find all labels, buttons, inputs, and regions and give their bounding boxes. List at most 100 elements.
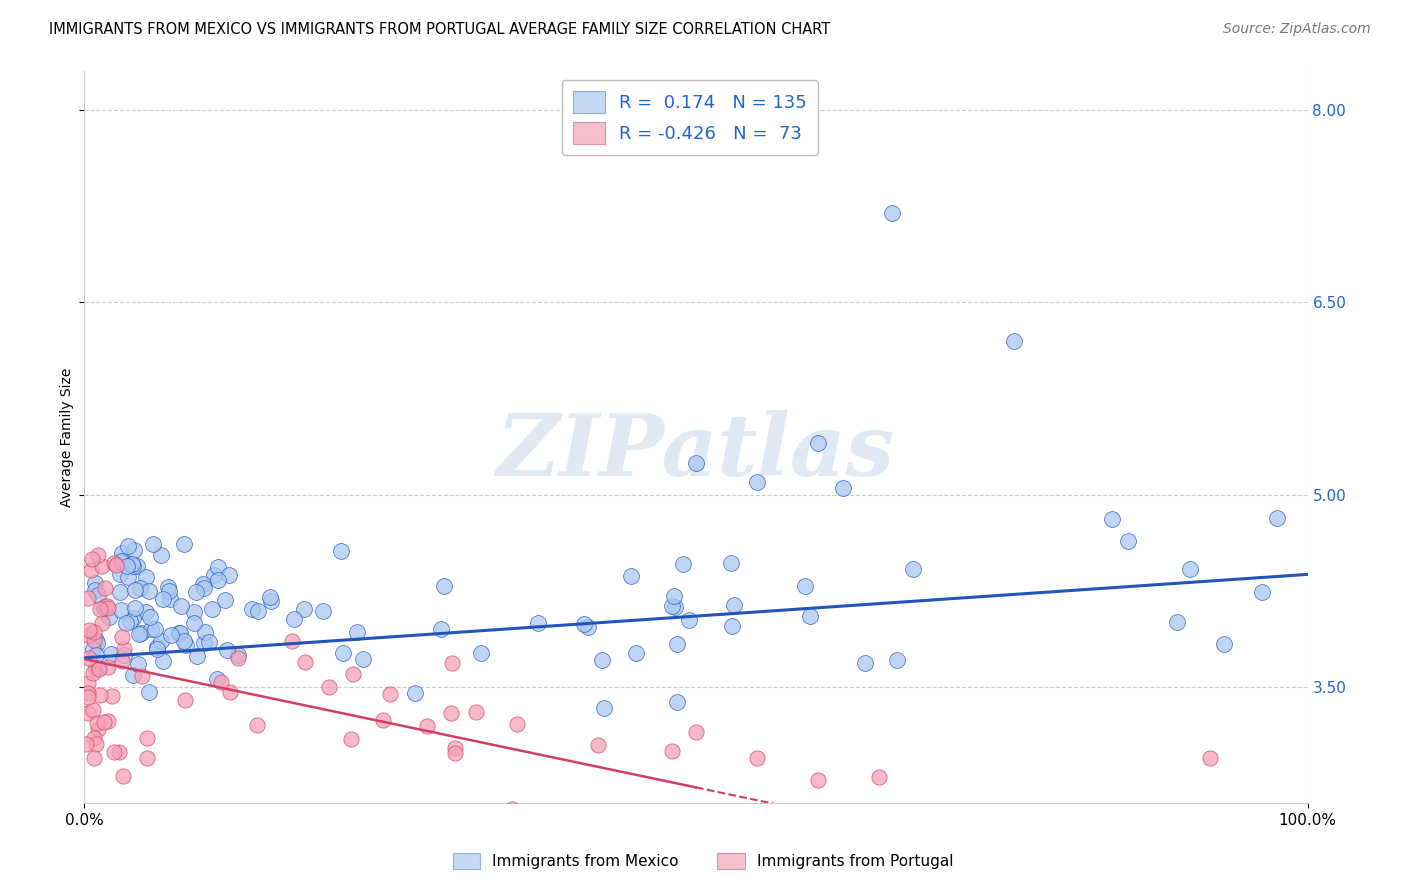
Point bbox=[193, 576, 215, 591]
Point bbox=[139, 610, 162, 624]
Point bbox=[76, 628, 98, 642]
Point bbox=[112, 642, 135, 657]
Point bbox=[112, 769, 135, 783]
Point bbox=[146, 640, 169, 654]
Point bbox=[574, 617, 596, 632]
Point bbox=[170, 599, 193, 613]
Point bbox=[143, 623, 166, 637]
Point bbox=[110, 546, 132, 560]
Point bbox=[226, 650, 249, 665]
Point bbox=[723, 598, 745, 612]
Point bbox=[82, 642, 104, 657]
Point bbox=[77, 686, 100, 700]
Point bbox=[198, 635, 221, 649]
Point bbox=[97, 600, 120, 615]
Point bbox=[146, 642, 169, 657]
Point bbox=[1198, 751, 1220, 765]
Point bbox=[122, 668, 145, 682]
Point bbox=[280, 633, 302, 648]
Point bbox=[87, 588, 110, 602]
Point bbox=[1002, 334, 1025, 348]
Point bbox=[1118, 534, 1140, 549]
Point bbox=[110, 603, 132, 617]
Point bbox=[576, 620, 599, 634]
Point bbox=[84, 575, 107, 590]
Point bbox=[869, 770, 891, 784]
Point bbox=[1212, 637, 1234, 651]
Point bbox=[136, 731, 159, 745]
Point bbox=[152, 591, 174, 606]
Point bbox=[90, 616, 112, 631]
Point bbox=[141, 622, 163, 636]
Point bbox=[202, 568, 225, 582]
Point bbox=[110, 567, 132, 582]
Point bbox=[82, 666, 104, 681]
Point bbox=[853, 656, 876, 670]
Point bbox=[720, 619, 742, 633]
Point bbox=[83, 751, 105, 765]
Point bbox=[111, 630, 134, 644]
Point bbox=[664, 600, 686, 615]
Point bbox=[620, 569, 643, 583]
Legend: Immigrants from Mexico, Immigrants from Portugal: Immigrants from Mexico, Immigrants from … bbox=[447, 847, 959, 875]
Point bbox=[129, 625, 152, 640]
Point bbox=[807, 772, 830, 787]
Point bbox=[720, 556, 742, 570]
Point bbox=[138, 584, 160, 599]
Point bbox=[121, 557, 143, 571]
Point bbox=[501, 802, 523, 816]
Point bbox=[228, 648, 250, 662]
Text: IMMIGRANTS FROM MEXICO VS IMMIGRANTS FROM PORTUGAL AVERAGE FAMILY SIZE CORRELATI: IMMIGRANTS FROM MEXICO VS IMMIGRANTS FRO… bbox=[49, 22, 831, 37]
Point bbox=[159, 628, 181, 642]
Point bbox=[294, 655, 316, 669]
Point bbox=[176, 638, 198, 652]
Point bbox=[97, 714, 120, 729]
Text: ZIPatlas: ZIPatlas bbox=[496, 410, 896, 493]
Point bbox=[685, 725, 707, 739]
Point bbox=[240, 602, 263, 616]
Point bbox=[77, 591, 100, 606]
Point bbox=[186, 649, 208, 664]
Point bbox=[332, 646, 354, 660]
Point bbox=[1265, 511, 1288, 525]
Point bbox=[87, 548, 110, 562]
Point bbox=[807, 436, 830, 450]
Point bbox=[117, 559, 139, 574]
Point bbox=[110, 554, 132, 568]
Point bbox=[173, 537, 195, 551]
Point bbox=[440, 656, 463, 670]
Point bbox=[201, 602, 224, 616]
Point bbox=[83, 625, 105, 640]
Point bbox=[86, 715, 108, 730]
Point bbox=[89, 688, 111, 702]
Point bbox=[194, 624, 217, 639]
Point bbox=[82, 703, 104, 717]
Point bbox=[591, 653, 613, 667]
Point bbox=[430, 622, 453, 636]
Point bbox=[103, 556, 125, 570]
Point bbox=[207, 672, 229, 686]
Point bbox=[1101, 512, 1123, 526]
Point bbox=[108, 745, 131, 759]
Point bbox=[110, 555, 132, 569]
Point bbox=[193, 635, 215, 649]
Point bbox=[100, 647, 122, 661]
Point bbox=[117, 539, 139, 553]
Point bbox=[77, 690, 100, 705]
Point bbox=[127, 657, 149, 672]
Point bbox=[880, 205, 903, 219]
Point bbox=[83, 731, 105, 745]
Y-axis label: Average Family Size: Average Family Size bbox=[60, 368, 75, 507]
Point bbox=[218, 568, 240, 582]
Point bbox=[183, 605, 205, 619]
Point bbox=[159, 592, 181, 607]
Point bbox=[104, 558, 127, 572]
Point bbox=[246, 718, 269, 732]
Point bbox=[193, 581, 215, 595]
Point bbox=[665, 637, 688, 651]
Point bbox=[214, 592, 236, 607]
Point bbox=[416, 719, 439, 733]
Point bbox=[465, 705, 488, 719]
Point bbox=[219, 685, 242, 699]
Point bbox=[661, 599, 683, 613]
